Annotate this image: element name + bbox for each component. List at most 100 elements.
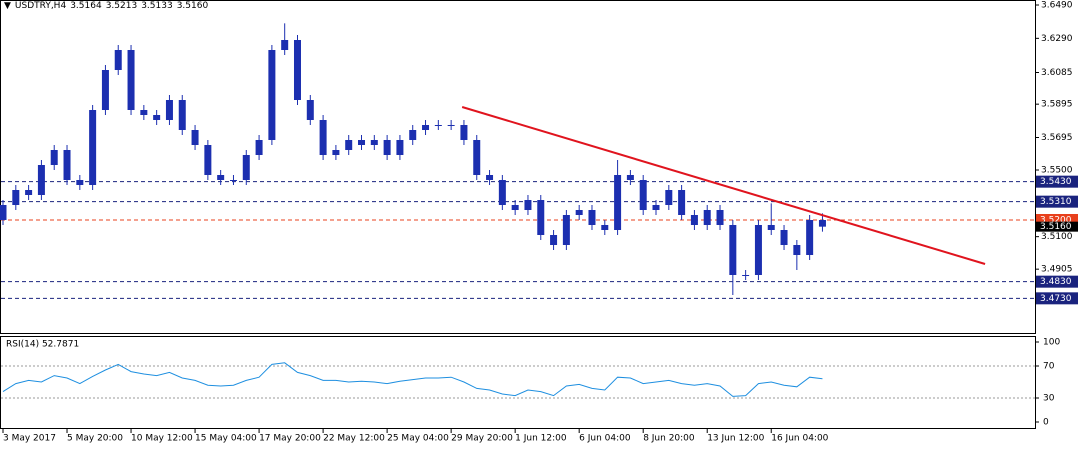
x-tick-label: 5 May 20:00 [67, 434, 123, 444]
header: ▼ USDTRY,H4 3.5164 3.5213 3.5133 3.5160 [4, 1, 212, 11]
candle-body [76, 180, 84, 185]
candle-body [434, 125, 442, 126]
candle-body [793, 245, 801, 255]
x-tick-label: 8 Jun 20:00 [643, 434, 695, 444]
candle-body [255, 140, 263, 155]
candle-body [473, 140, 481, 175]
candle-body [114, 50, 122, 70]
candle-body [383, 140, 391, 155]
candle-body [754, 225, 762, 275]
candle-body [818, 220, 826, 227]
candle-body [678, 190, 686, 215]
x-tick-label: 13 Jun 12:00 [707, 434, 764, 444]
candle-body [716, 210, 724, 225]
candle-body [332, 150, 340, 155]
candle-body [89, 110, 97, 185]
candle-body [562, 215, 570, 245]
candle-body [703, 210, 711, 225]
y-tick-label: 3.5100 [1041, 232, 1073, 242]
candle-body [281, 40, 289, 50]
symbol: USDTRY,H4 [14, 1, 67, 11]
y-tick-label: 3.5500 [1041, 166, 1073, 176]
menu-arrow: ▼ [4, 1, 11, 11]
candle-body [396, 140, 404, 155]
y-tick-label: 3.5895 [1041, 100, 1073, 110]
candle-body [729, 225, 737, 275]
x-tick-label: 25 May 04:00 [387, 434, 449, 444]
candle-body [268, 50, 276, 140]
x-tick-label: 16 Jun 04:00 [771, 434, 828, 444]
ohlc: 3.5160 [176, 1, 209, 11]
y-tick-label: 3.6490 [1041, 1, 1073, 11]
candle-body [639, 180, 647, 210]
candle-body [524, 200, 532, 210]
price-panel [0, 0, 1036, 334]
level-label: 3.4830 [1040, 277, 1072, 287]
x-tick-label: 22 May 12:00 [323, 434, 385, 444]
ohlc: 3.5133 [141, 1, 173, 11]
candle-body [614, 175, 622, 230]
candle-body [767, 225, 775, 230]
candle-body [0, 205, 7, 220]
trend-line [461, 106, 986, 265]
x-tick-label: 10 May 12:00 [131, 434, 193, 444]
candle-body [486, 175, 494, 180]
rsi-panel [0, 336, 1036, 429]
level-box [1036, 275, 1078, 288]
candle-body [306, 100, 314, 120]
y-tick-label: 70 [1043, 362, 1055, 372]
candle-body [101, 70, 109, 110]
candle-body [229, 180, 237, 181]
candle-body [550, 235, 558, 245]
candle-body [575, 210, 583, 215]
candle-body [345, 140, 353, 150]
price-box [1036, 221, 1078, 232]
rsi-line [2, 362, 823, 397]
x-tick-label: 17 May 20:00 [259, 434, 321, 444]
level-label: 3.5430 [1040, 177, 1072, 187]
price-label: 3.5160 [1040, 222, 1072, 232]
candle-body [178, 100, 186, 130]
candle-body [780, 230, 788, 245]
candle-body [588, 210, 596, 225]
candle-body [665, 190, 673, 205]
candle-body [165, 100, 173, 120]
ohlc: 3.5213 [105, 1, 138, 11]
x-tick-label: 3 May 2017 [3, 434, 56, 444]
candle-body [690, 215, 698, 225]
x-tick-label: 29 May 20:00 [451, 434, 513, 444]
level-label: 3.5310 [1040, 197, 1072, 207]
y-tick-label: 0 [1043, 418, 1049, 428]
y-tick-label: 3.6085 [1041, 68, 1073, 78]
candle-body [37, 165, 45, 195]
candle-body [50, 150, 58, 165]
candle-body [63, 150, 71, 180]
candle-body [498, 180, 506, 205]
candle-body [217, 175, 225, 180]
y-tick-label: 100 [1043, 338, 1060, 348]
candle-body [370, 140, 378, 145]
candle-body [127, 50, 135, 110]
level-box [1036, 292, 1078, 305]
y-tick-label: 3.4905 [1041, 265, 1073, 275]
y-tick-label: 3.6290 [1041, 34, 1073, 44]
candle-body [319, 120, 327, 155]
candle-body [742, 275, 750, 276]
candle-body [204, 145, 212, 175]
level-label: 3.4730 [1040, 294, 1072, 304]
candle-body [191, 130, 199, 145]
candle-body [12, 190, 20, 205]
ohlc: 3.5164 [70, 1, 102, 11]
candle-body [153, 115, 161, 120]
candle-body [422, 125, 430, 130]
x-tick-label: 15 May 04:00 [195, 434, 257, 444]
candle-body [358, 140, 366, 145]
candle-body [806, 220, 814, 255]
candle-body [447, 125, 455, 126]
level-label: 3.5200 [1040, 216, 1072, 226]
candle-body [460, 125, 468, 140]
candle-body [626, 175, 634, 180]
candle-body [537, 200, 545, 235]
